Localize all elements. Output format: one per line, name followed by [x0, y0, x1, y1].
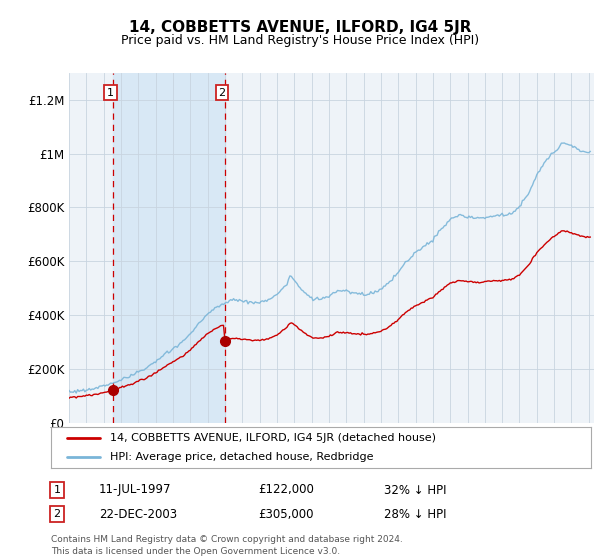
Text: 1: 1 — [107, 87, 114, 97]
Text: Contains HM Land Registry data © Crown copyright and database right 2024.
This d: Contains HM Land Registry data © Crown c… — [51, 535, 403, 556]
Text: 28% ↓ HPI: 28% ↓ HPI — [384, 507, 446, 521]
Text: 1: 1 — [53, 485, 61, 495]
Text: 22-DEC-2003: 22-DEC-2003 — [99, 507, 177, 521]
Text: 32% ↓ HPI: 32% ↓ HPI — [384, 483, 446, 497]
Text: Price paid vs. HM Land Registry's House Price Index (HPI): Price paid vs. HM Land Registry's House … — [121, 34, 479, 46]
Bar — [113, 73, 224, 423]
Text: 2: 2 — [218, 87, 226, 97]
Text: 14, COBBETTS AVENUE, ILFORD, IG4 5JR: 14, COBBETTS AVENUE, ILFORD, IG4 5JR — [129, 20, 471, 35]
Text: 14, COBBETTS AVENUE, ILFORD, IG4 5JR (detached house): 14, COBBETTS AVENUE, ILFORD, IG4 5JR (de… — [110, 433, 436, 443]
Text: £305,000: £305,000 — [258, 507, 314, 521]
Text: 11-JUL-1997: 11-JUL-1997 — [99, 483, 172, 497]
Text: HPI: Average price, detached house, Redbridge: HPI: Average price, detached house, Redb… — [110, 452, 374, 461]
Text: 2: 2 — [53, 509, 61, 519]
Text: £122,000: £122,000 — [258, 483, 314, 497]
